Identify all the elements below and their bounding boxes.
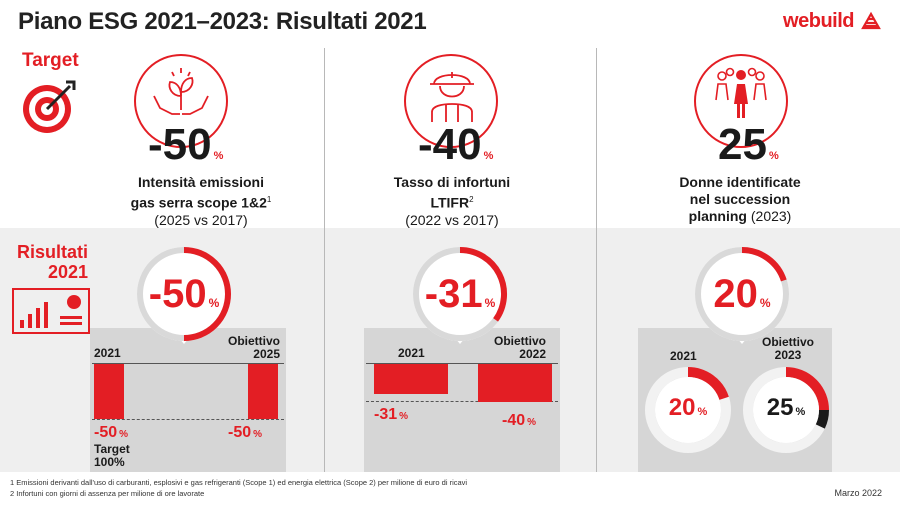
kpi3-description: Donne identificate nel succession planni… xyxy=(640,174,840,225)
kpi2-bar-objective xyxy=(478,364,552,402)
kpi2-target-number: -40 xyxy=(418,120,482,169)
kpi3-result-number: 20 xyxy=(713,272,758,316)
footnote-2: 2 Infortuni con giorni di assenza per mi… xyxy=(10,489,205,498)
footnote-1: 1 Emissioni derivanti dall'uso di carbur… xyxy=(10,478,468,487)
plant-hands-icon xyxy=(153,68,209,115)
kpi1-desc-line2: gas serra scope 1&2 xyxy=(130,194,267,211)
kpi1-desc-line3: (2025 vs 2017) xyxy=(154,211,248,228)
women-group-icon xyxy=(715,67,767,118)
brand-mark-icon xyxy=(861,11,881,29)
kpi2-result-ring xyxy=(413,247,508,344)
kpi2-objective-line1: Obiettivo xyxy=(493,334,546,348)
brand-logo: webuild xyxy=(783,10,882,33)
kpi1-desc-line1: Intensità emissioni xyxy=(137,174,265,190)
kpi2-bar-objective-value: -40% xyxy=(502,412,536,430)
kpi3-donut-2021-number: 20 xyxy=(668,394,696,421)
kpi1-target-value: -50% xyxy=(148,120,223,170)
kpi2-label-objective: Obiettivo 2022 xyxy=(476,335,546,361)
kpi1-result-ring xyxy=(137,247,231,344)
kpi2-bar-objective-number: -40 xyxy=(502,412,526,429)
pct-sign: % xyxy=(697,406,708,418)
kpi2-target-value: -40% xyxy=(418,120,493,170)
kpi2-desc-sup: 2 xyxy=(469,195,474,204)
brand-name: webuild xyxy=(783,10,854,32)
kpi2-icon-circle xyxy=(404,54,498,148)
kpi2-label-2021: 2021 xyxy=(398,346,425,360)
kpi2-desc-line3: (2022 vs 2017) xyxy=(405,211,499,228)
pct-sign: % xyxy=(119,429,129,440)
pct-sign: % xyxy=(399,411,409,422)
pct-sign: % xyxy=(253,429,263,440)
target-icon xyxy=(23,80,76,133)
kpi2-bar-2021 xyxy=(374,364,448,394)
kpi3-objective-line2: 2023 xyxy=(774,348,802,362)
kpi3-label-2021: 2021 xyxy=(670,349,697,363)
kpi3-donut-objective xyxy=(743,367,830,453)
kpi3-desc-line2: nel succession xyxy=(689,191,791,207)
pct-sign: % xyxy=(213,150,224,162)
pct-sign: % xyxy=(768,150,779,162)
kpi2-result-number: -31 xyxy=(424,272,483,316)
kpi2-result-value: -31% xyxy=(408,272,512,317)
divider xyxy=(596,48,597,472)
kpi1-bar-2021-number: -50 xyxy=(94,424,118,441)
pct-sign: % xyxy=(759,296,771,310)
kpi1-note-line1: Target xyxy=(94,442,130,456)
kpi1-result-value: -50% xyxy=(132,272,236,317)
kpi1-result-number: -50 xyxy=(148,272,207,316)
results-label-line1: Risultati xyxy=(16,242,88,262)
kpi1-bar-2021 xyxy=(94,364,124,419)
date-label: Marzo 2022 xyxy=(834,488,882,498)
kpi1-bar-2021-value: -50% xyxy=(94,424,128,442)
dashboard-chart-icon xyxy=(12,288,90,334)
kpi3-donut-objective-number: 25 xyxy=(766,394,794,421)
page-title: Piano ESG 2021–2023: Risultati 2021 xyxy=(18,8,427,35)
kpi2-desc-line1: Tasso di infortuni xyxy=(393,174,511,190)
kpi1-target-number: -50 xyxy=(148,120,212,169)
kpi2-baseline xyxy=(366,363,558,364)
kpi1-objective-line2: 2025 xyxy=(253,347,280,361)
kpi3-donut-2021-value: 20% xyxy=(644,394,732,422)
kpi1-objective-line1: Obiettivo xyxy=(227,334,280,348)
kpi3-donut-objective-value: 25% xyxy=(742,394,830,422)
kpi1-label-2021: 2021 xyxy=(94,346,121,360)
kpi1-baseline xyxy=(92,363,284,364)
kpi3-target-number: 25 xyxy=(718,120,767,169)
kpi1-bar-objective-number: -50 xyxy=(228,424,252,441)
kpi1-bar-objective-value: -50% xyxy=(228,424,262,442)
target-label: Target xyxy=(22,50,79,71)
kpi1-target-note: Target 100% xyxy=(94,443,130,469)
pct-sign: % xyxy=(483,150,494,162)
pct-sign: % xyxy=(484,296,496,310)
kpi1-desc-sup: 1 xyxy=(266,195,272,204)
kpi1-bar-objective xyxy=(248,364,278,419)
kpi2-bar-2021-value: -31% xyxy=(374,406,408,424)
pct-sign: % xyxy=(208,296,220,310)
kpi3-desc-line1: Donne identificate xyxy=(679,174,801,190)
kpi3-donut-2021 xyxy=(645,367,731,453)
kpi1-note-line2: 100% xyxy=(94,455,125,469)
kpi3-target-value: 25% xyxy=(718,120,779,170)
kpi2-desc-line2: LTIFR xyxy=(430,194,470,211)
kpi3-result-ring xyxy=(695,247,789,344)
kpi1-label-objective: Obiettivo 2025 xyxy=(220,335,280,361)
worker-helmet-icon xyxy=(430,72,474,122)
kpi3-desc-line3: (2023) xyxy=(750,208,792,224)
kpi3-label-objective: Obiettivo 2023 xyxy=(752,336,824,362)
divider xyxy=(324,48,325,472)
kpi2-target-line xyxy=(366,401,558,402)
pct-sign: % xyxy=(527,417,537,428)
kpi3-result-value: 20% xyxy=(690,272,794,317)
kpi2-description: Tasso di infortuni LTIFR2 (2022 vs 2017) xyxy=(352,174,552,229)
results-label-line2: 2021 xyxy=(47,262,88,282)
pct-sign: % xyxy=(795,406,806,418)
kpi3-desc-line3-bold: planning xyxy=(688,208,747,224)
kpi1-target-line xyxy=(92,419,284,420)
results-label: Risultati 2021 xyxy=(12,242,88,282)
kpi2-objective-line2: 2022 xyxy=(519,347,546,361)
kpi3-objective-line1: Obiettivo xyxy=(761,335,814,349)
kpi2-bar-2021-number: -31 xyxy=(374,406,398,423)
kpi1-description: Intensità emissioni gas serra scope 1&21… xyxy=(92,174,310,229)
